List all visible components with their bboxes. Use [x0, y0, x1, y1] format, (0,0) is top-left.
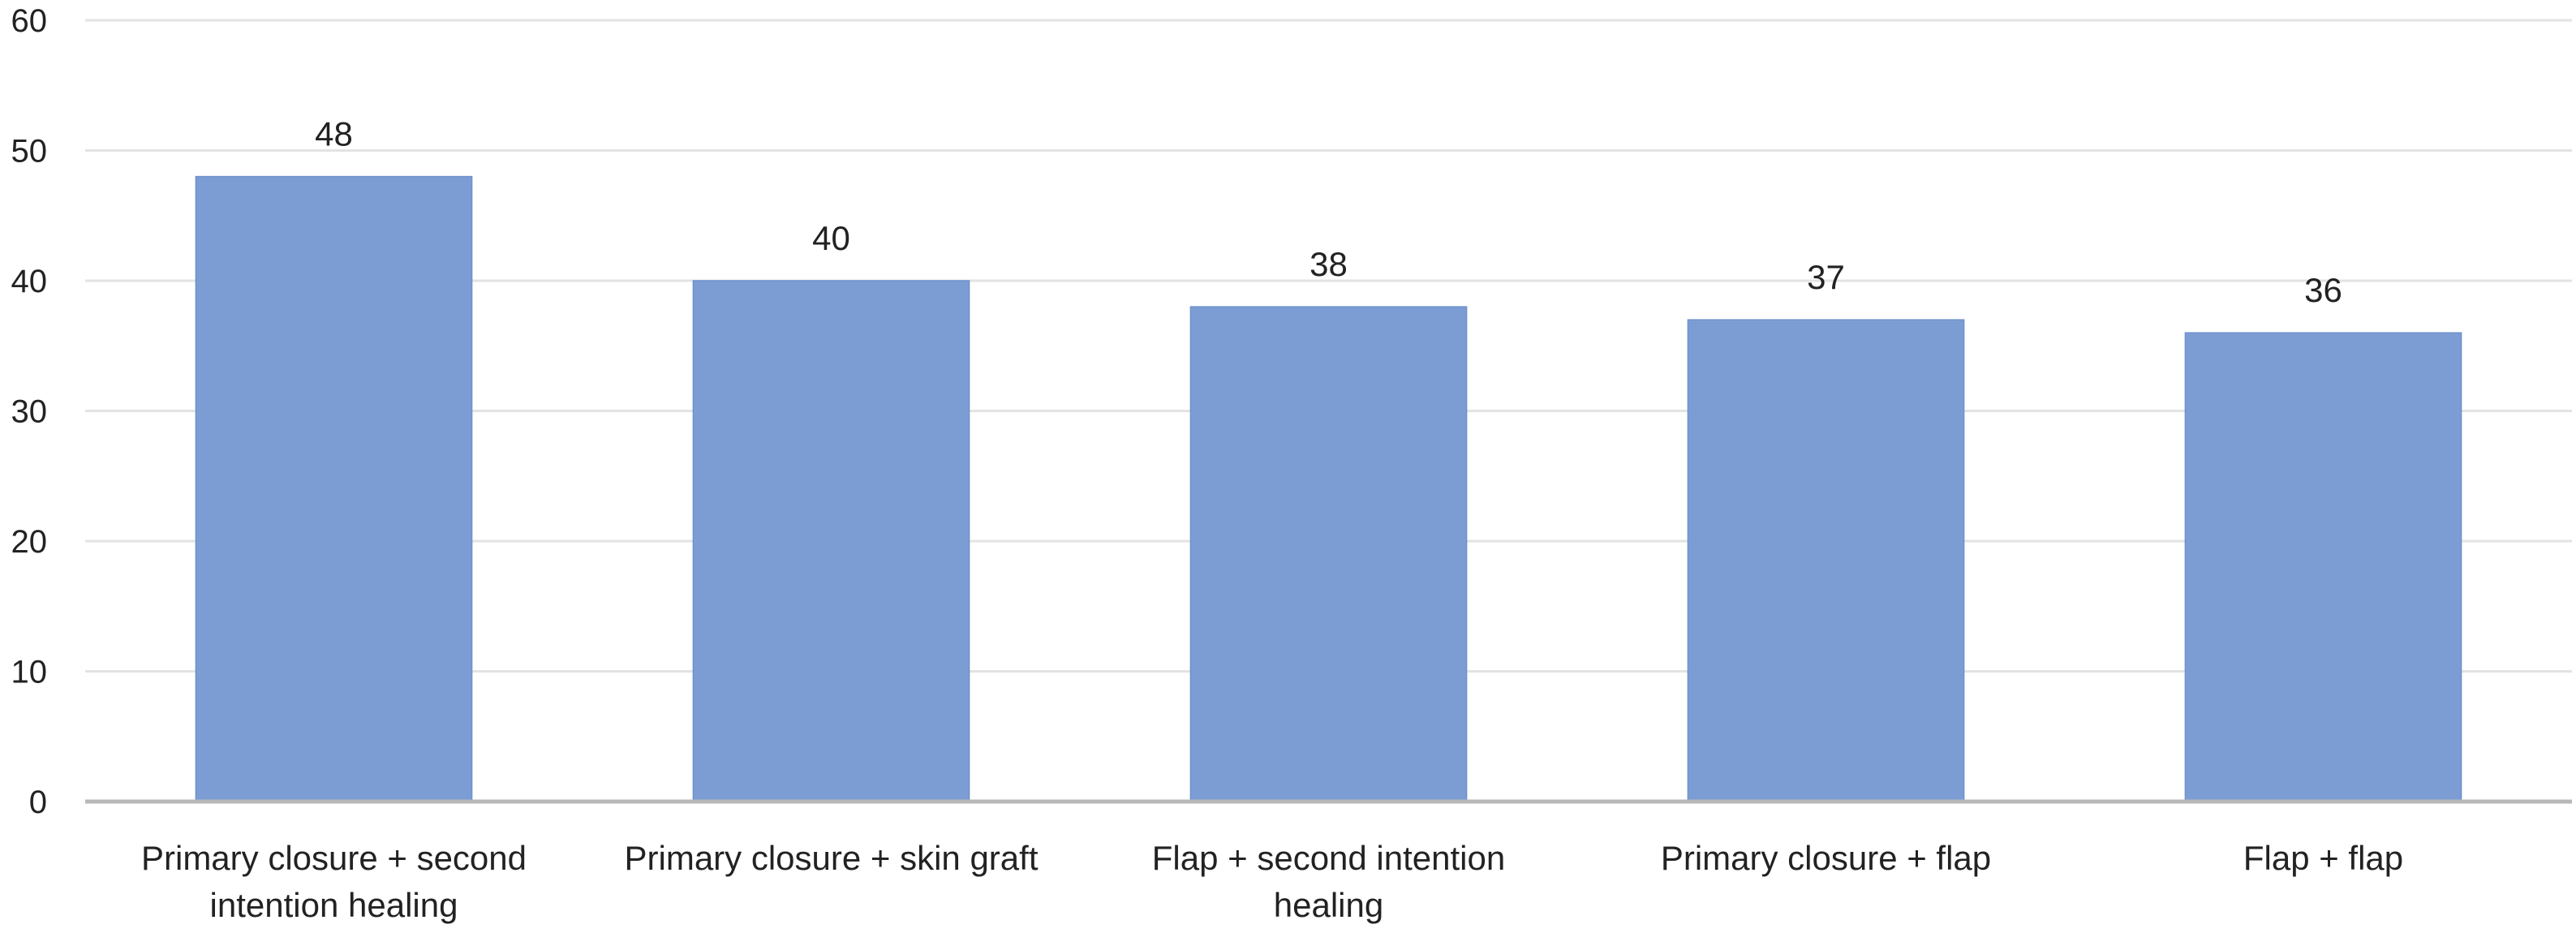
y-tick-label: 10 [11, 655, 48, 690]
x-tick-label-line: Primary closure + skin graft [625, 839, 1039, 877]
data-label: 38 [1310, 245, 1348, 283]
data-labels: 48 40 38 37 36 [315, 115, 2342, 310]
x-tick-label: Primary closure + skin graft [625, 839, 1039, 877]
y-tick-label: 0 [29, 785, 47, 820]
x-tick-label-line: Flap + second intention [1152, 839, 1505, 877]
bars [195, 175, 2462, 802]
bar [1189, 306, 1468, 802]
bar [1687, 319, 1965, 802]
x-tick-label: Flap + flap [2243, 839, 2403, 877]
bar [195, 175, 473, 802]
x-tick-label-line: Primary closure + flap [1661, 839, 1991, 877]
data-label: 48 [315, 115, 353, 153]
data-label: 36 [2304, 271, 2342, 309]
y-tick-label: 40 [11, 264, 48, 299]
bar [692, 280, 970, 802]
x-tick-label-line: Flap + flap [2243, 839, 2403, 877]
y-tick-label: 30 [11, 394, 48, 430]
bar [2184, 332, 2462, 802]
data-label: 37 [1807, 258, 1845, 296]
x-tick-label: Primary closure + flap [1661, 839, 1991, 877]
x-tick-label: Flap + second intention healing [1152, 839, 1505, 924]
y-tick-label: 20 [11, 524, 48, 560]
y-tick-label: 60 [11, 3, 48, 39]
x-axis-ticks: Primary closure + second intention healin… [141, 839, 2403, 924]
x-tick-label-line: Primary closure + second [141, 839, 527, 877]
x-tick-label-line: intention healing [210, 886, 458, 924]
x-tick-label: Primary closure + second intention healin… [141, 839, 527, 924]
x-tick-label-line: healing [1274, 886, 1383, 924]
y-axis-ticks: 0 10 20 30 40 50 60 [11, 3, 48, 820]
y-tick-label: 50 [11, 134, 48, 170]
data-label: 40 [812, 219, 850, 257]
